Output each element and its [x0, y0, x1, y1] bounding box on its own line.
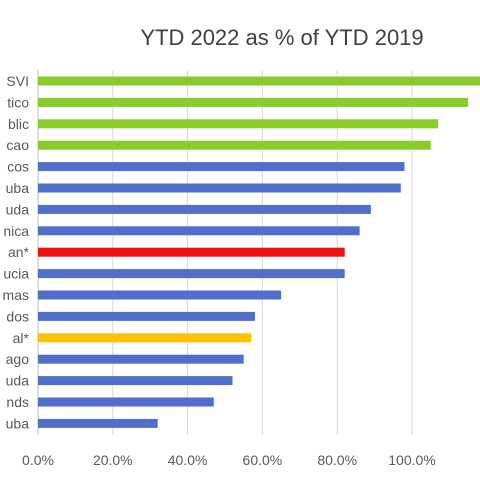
bar: [38, 97, 469, 107]
bar: [38, 290, 282, 300]
bar: [38, 140, 431, 150]
category-label: al*: [13, 330, 30, 346]
bar: [38, 269, 345, 279]
bar: [38, 376, 233, 386]
category-label: blic: [8, 116, 29, 132]
bar: [38, 204, 371, 214]
category-label: uba: [6, 180, 30, 196]
bars: [38, 76, 480, 428]
category-label: cao: [6, 137, 29, 153]
bar: [38, 247, 345, 257]
category-label: tico: [7, 94, 29, 110]
bar: [38, 119, 439, 129]
category-label: SVI: [6, 73, 29, 89]
x-tick-label: 20.0%: [93, 452, 133, 468]
category-label: nds: [6, 394, 29, 410]
x-axis-ticks: 0.0%20.0%40.0%60.0%80.0%100.0%12: [22, 452, 480, 468]
category-label: dos: [6, 308, 29, 324]
category-label: uda: [6, 201, 30, 217]
category-label: cos: [7, 159, 29, 175]
bar: [38, 333, 252, 343]
bar: [38, 226, 360, 236]
bar: [38, 76, 480, 86]
category-label: an*: [8, 244, 30, 260]
x-tick-label: 60.0%: [243, 452, 283, 468]
category-label: nica: [3, 223, 29, 239]
x-tick-label: 40.0%: [168, 452, 208, 468]
category-label: uba: [6, 415, 30, 431]
category-label: ago: [6, 351, 30, 367]
x-tick-label: 80.0%: [317, 452, 357, 468]
category-label: ucia: [3, 266, 29, 282]
bar: [38, 162, 405, 172]
bar: [38, 397, 214, 407]
chart-title: YTD 2022 as % of YTD 2019: [140, 25, 423, 50]
category-label: uda: [6, 373, 30, 389]
category-label: mas: [3, 287, 29, 303]
bar: [38, 183, 401, 193]
bar: [38, 418, 158, 428]
x-tick-label: 0.0%: [22, 452, 54, 468]
bar: [38, 354, 244, 364]
bar: [38, 311, 255, 321]
category-labels: SVI tico blic cao cos uba uda nica an* ucia mas dos…: [3, 73, 30, 431]
x-tick-label: 100.0%: [388, 452, 435, 468]
